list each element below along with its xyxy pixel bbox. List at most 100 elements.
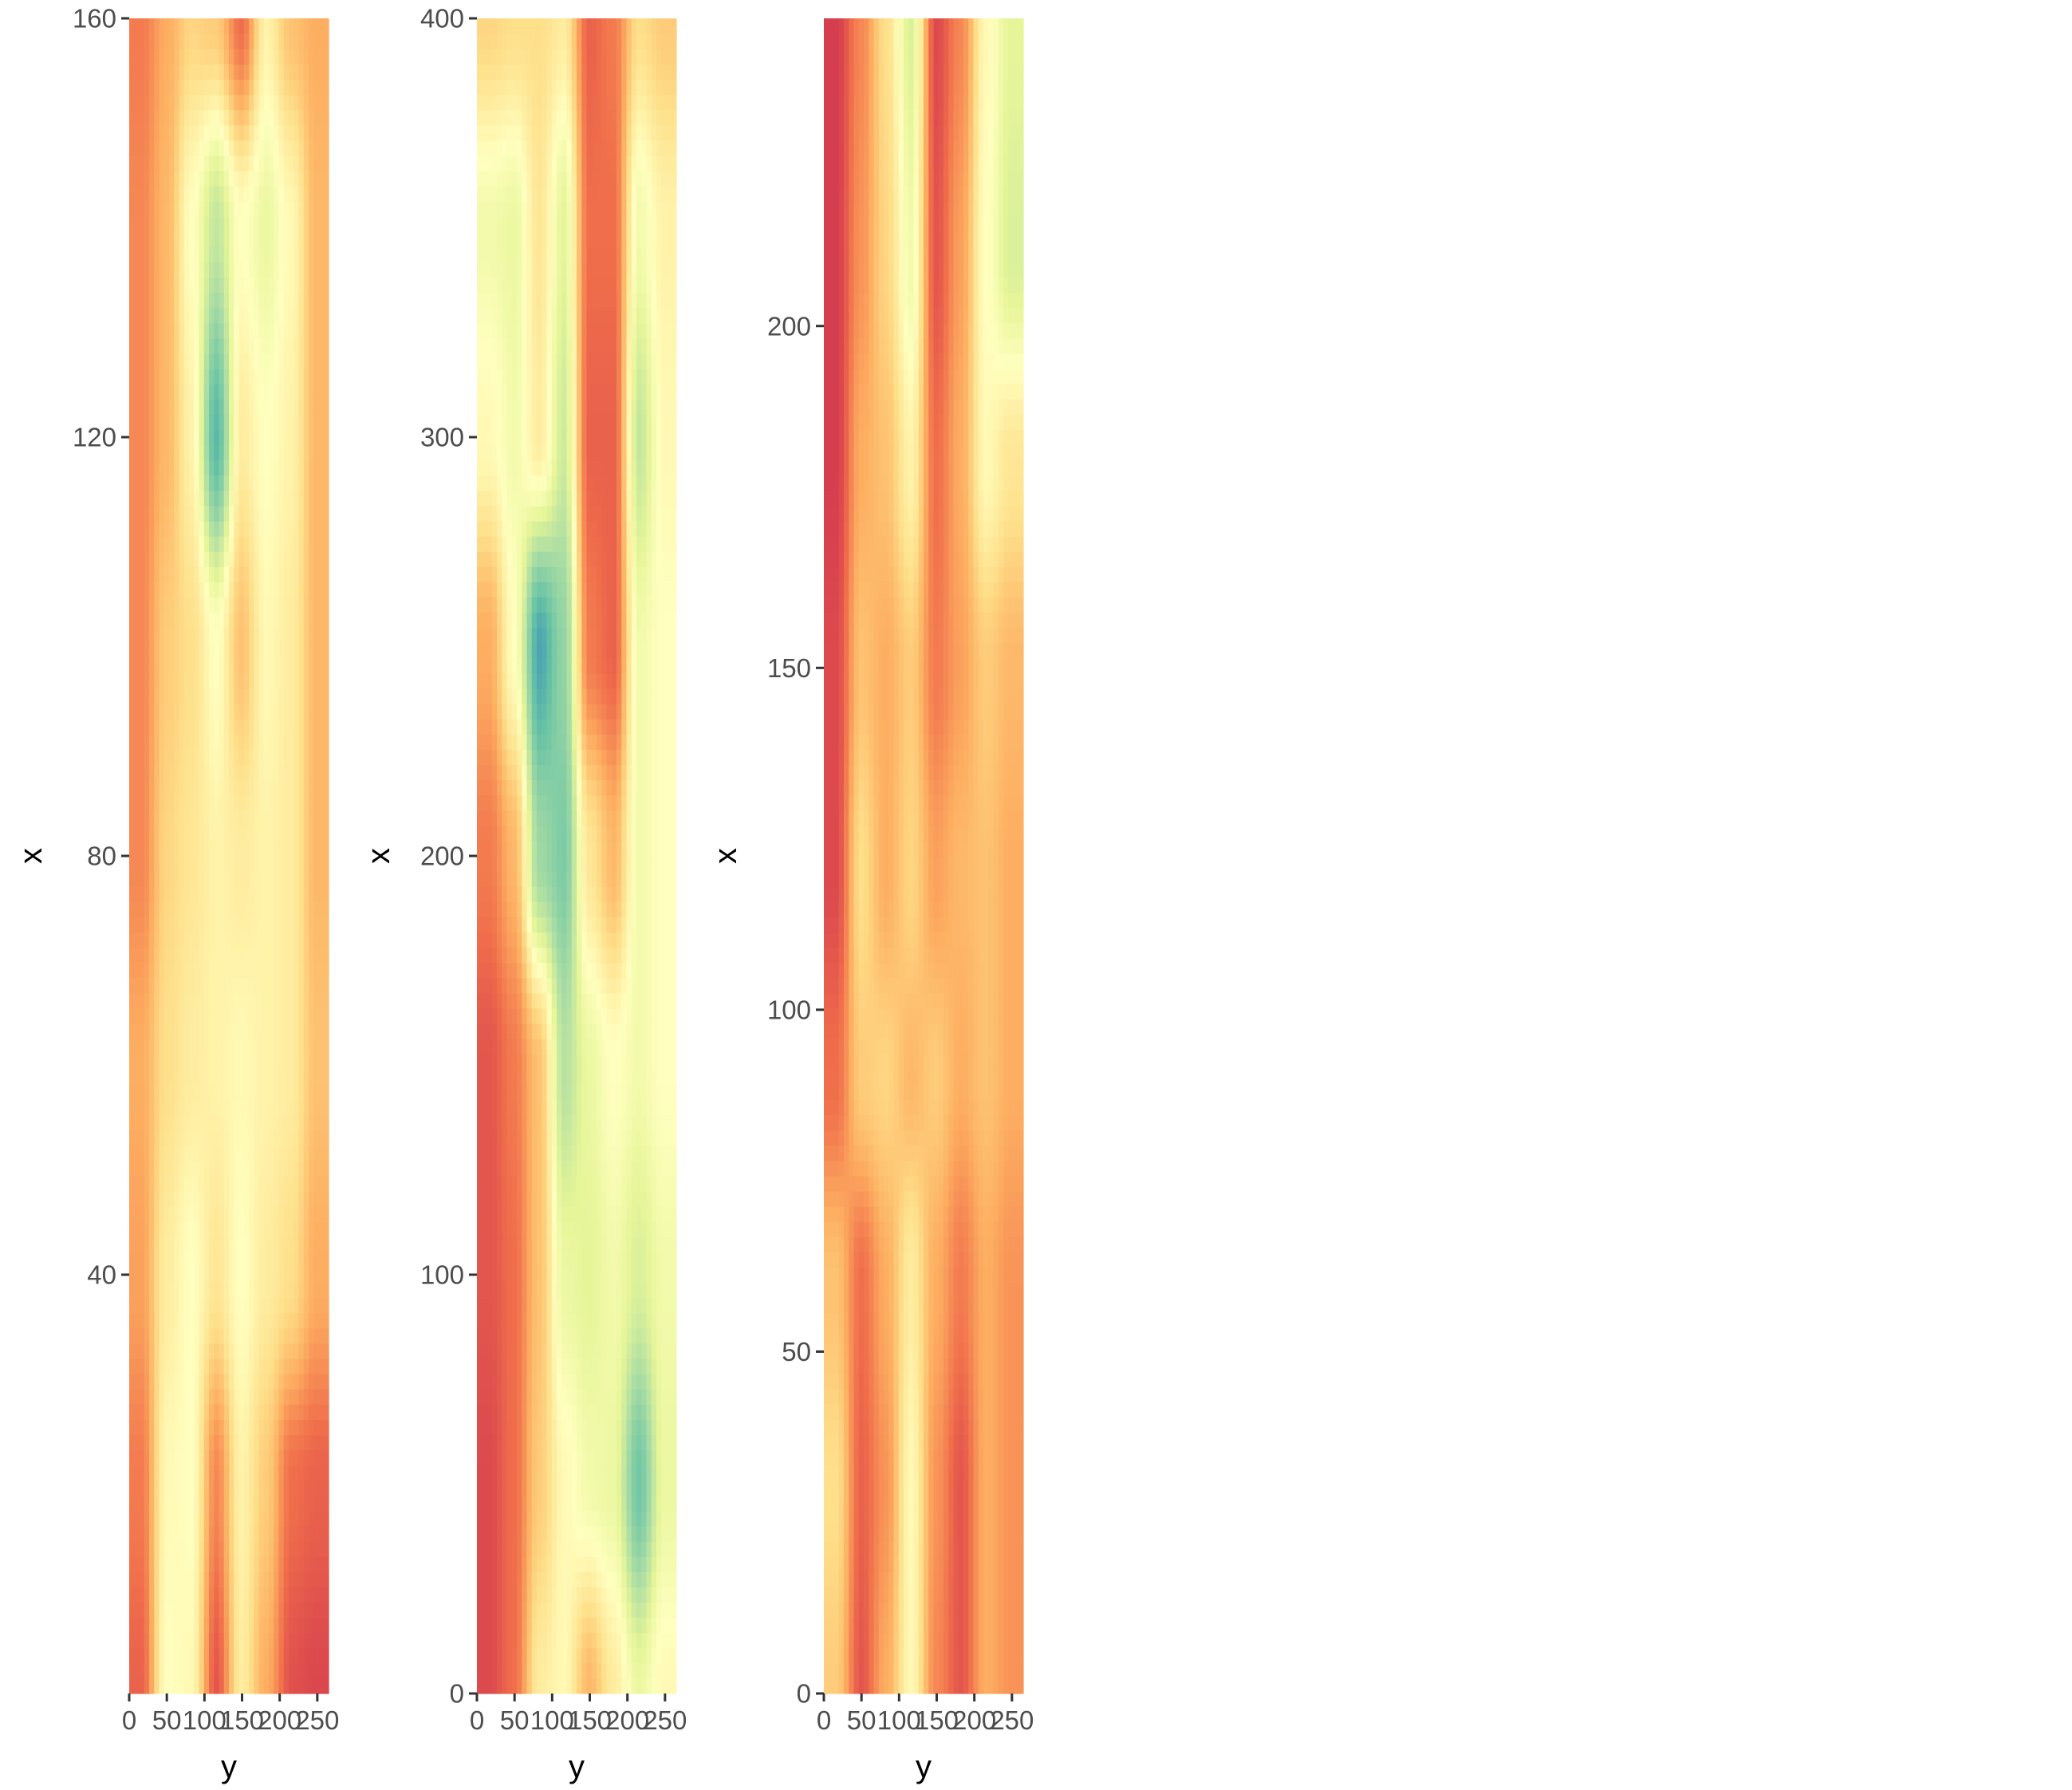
heatmap-cell	[298, 322, 305, 339]
heatmap-cell	[154, 1236, 160, 1252]
heatmap-cell	[243, 825, 250, 842]
heatmap-cell	[214, 1434, 220, 1451]
heatmap-cell	[209, 536, 215, 552]
heatmap-cell	[238, 1130, 245, 1146]
heatmap-cell	[183, 34, 190, 49]
heatmap-cell	[243, 856, 250, 872]
heatmap-cell	[203, 612, 210, 629]
heatmap-cell	[289, 155, 294, 172]
heatmap-cell	[214, 1602, 220, 1618]
heatmap-cell	[254, 1145, 260, 1161]
heatmap-cell	[223, 1571, 230, 1587]
heatmap-cell	[278, 825, 285, 842]
heatmap-cell	[183, 1510, 190, 1527]
heatmap-cell	[269, 414, 274, 431]
heatmap-cell	[189, 337, 195, 354]
heatmap-cell	[289, 1526, 294, 1542]
heatmap-cell	[163, 1130, 170, 1146]
heatmap-cell	[238, 1206, 245, 1222]
heatmap-cell	[169, 1084, 175, 1101]
heatmap-cell	[179, 399, 185, 415]
heatmap-cell	[214, 64, 220, 80]
heatmap-cell	[214, 597, 220, 613]
heatmap-cell	[199, 353, 205, 369]
heatmap-cell	[293, 216, 300, 232]
heatmap-cell	[174, 551, 180, 567]
heatmap-cell	[203, 231, 210, 247]
heatmap-cell	[144, 825, 150, 842]
heatmap-cell	[249, 322, 254, 339]
heatmap-cell	[323, 1374, 329, 1390]
heatmap-cell	[134, 1358, 140, 1374]
heatmap-cell	[223, 1267, 230, 1283]
heatmap-cell	[179, 246, 185, 263]
heatmap-cell	[258, 1236, 265, 1252]
heatmap-cell	[149, 1404, 155, 1420]
heatmap-cell	[223, 856, 230, 872]
heatmap-cell	[263, 901, 270, 917]
heatmap-cell	[258, 246, 265, 263]
heatmap-cell	[258, 810, 265, 826]
heatmap-cell	[249, 1434, 254, 1451]
heatmap-cell	[283, 124, 290, 141]
heatmap-cell	[298, 1252, 305, 1268]
heatmap-cell	[238, 1647, 245, 1664]
heatmap-cell	[159, 1389, 165, 1405]
heatmap-cell	[571, 1647, 577, 1664]
heatmap-cell	[254, 490, 260, 507]
heatmap-cell	[263, 597, 270, 613]
heatmap-cell	[199, 810, 205, 826]
heatmap-cell	[497, 1480, 502, 1496]
heatmap-cell	[159, 216, 165, 232]
heatmap-cell	[243, 307, 250, 324]
heatmap-cell	[163, 977, 170, 994]
heatmap-cell	[214, 475, 220, 491]
heatmap-cell	[258, 384, 265, 400]
heatmap-cell	[194, 1130, 200, 1146]
heatmap-cell	[203, 672, 210, 689]
heatmap-cell	[154, 49, 160, 65]
heatmap-cell	[159, 307, 165, 324]
heatmap-cell	[274, 672, 280, 689]
heatmap-cell	[238, 1617, 245, 1634]
heatmap-cell	[274, 1678, 280, 1694]
heatmap-cell	[298, 1480, 305, 1496]
heatmap-cell	[283, 749, 290, 766]
heatmap-cell	[557, 1480, 562, 1496]
heatmap-cell	[174, 901, 180, 917]
heatmap-cell	[274, 719, 280, 735]
heatmap-cell	[129, 292, 135, 309]
heatmap-cell	[318, 399, 325, 415]
heatmap-cell	[318, 1526, 325, 1542]
heatmap-cell	[139, 140, 145, 156]
heatmap-cell	[309, 109, 314, 126]
heatmap-cell	[203, 840, 210, 857]
heatmap-cell	[274, 1099, 280, 1116]
heatmap-cell	[254, 612, 260, 629]
heatmap-cell	[134, 1084, 140, 1101]
heatmap-cell	[144, 1236, 150, 1252]
heatmap-cell	[313, 322, 320, 339]
heatmap-cell	[149, 992, 155, 1009]
heatmap-cell	[238, 642, 245, 659]
heatmap-cell	[169, 794, 175, 811]
heatmap-cell	[134, 1449, 140, 1466]
heatmap-cell	[616, 1662, 622, 1679]
heatmap-cell	[183, 277, 190, 294]
heatmap-cell	[254, 1252, 260, 1268]
heatmap-cell	[269, 794, 274, 811]
heatmap-cell	[159, 582, 165, 598]
heatmap-cell	[557, 1571, 562, 1587]
heatmap-cell	[209, 962, 215, 979]
heatmap-cell	[289, 536, 294, 552]
heatmap-cell	[263, 444, 270, 461]
heatmap-cell	[278, 1145, 285, 1161]
heatmap-cell	[597, 1647, 602, 1664]
heatmap-cell	[269, 109, 274, 126]
heatmap-cell	[254, 551, 260, 567]
heatmap-cell	[258, 1587, 265, 1603]
heatmap-cell	[309, 1054, 314, 1070]
heatmap-cell	[278, 1374, 285, 1390]
heatmap-cell	[179, 810, 185, 826]
